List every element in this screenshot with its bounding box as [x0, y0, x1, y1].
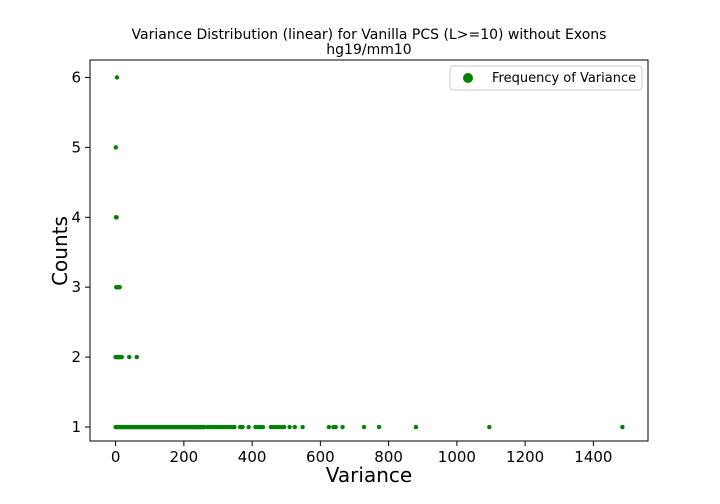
data-point [281, 424, 287, 430]
chart-title: Variance Distribution (linear) for Vanil… [132, 27, 607, 43]
data-points [113, 75, 625, 430]
x-tick-label: 600 [306, 448, 335, 466]
data-point [260, 424, 266, 430]
data-point [117, 285, 122, 290]
plot-area [89, 59, 649, 442]
data-point [292, 424, 297, 430]
y-tick-label: 5 [71, 138, 81, 156]
legend-box [449, 65, 643, 91]
data-point [114, 75, 120, 80]
legend-label: Frequency of Variance [492, 71, 636, 86]
data-point [240, 424, 245, 430]
x-tick-label: 400 [238, 448, 267, 466]
data-point [361, 424, 367, 430]
y-tick-label: 6 [71, 68, 81, 86]
x-tick-label: 800 [374, 448, 403, 466]
data-point [413, 424, 419, 430]
x-tick-label: 200 [170, 448, 199, 466]
data-point [376, 424, 382, 430]
chart-subtitle: hg19/mm10 [326, 42, 411, 58]
data-point [113, 145, 118, 150]
data-point [620, 424, 625, 430]
x-tick-label: 1000 [438, 448, 476, 466]
data-point [119, 354, 124, 360]
data-point [487, 424, 492, 430]
data-point [340, 424, 345, 430]
x-tick-label: 1200 [506, 448, 544, 466]
x-tick-label: 1400 [574, 448, 612, 466]
data-point [202, 424, 207, 430]
y-tick-label: 4 [71, 208, 81, 226]
y-tick-label: 1 [71, 418, 81, 436]
x-axis-label: Variance [326, 463, 412, 487]
y-tick-label: 2 [71, 348, 81, 366]
y-axis: 1 2 3 4 5 6 [71, 68, 90, 436]
data-point [246, 424, 251, 430]
data-point [232, 424, 237, 430]
data-point [326, 424, 332, 430]
data-point [287, 424, 292, 430]
data-point [114, 215, 119, 220]
data-point [333, 424, 338, 430]
legend-marker [463, 73, 473, 83]
x-tick-label: 0 [111, 448, 121, 466]
data-point [127, 354, 132, 360]
y-tick-label: 3 [71, 278, 81, 296]
y-axis-label: Counts [48, 216, 72, 286]
data-point [300, 424, 305, 430]
legend: Frequency of Variance [449, 65, 643, 91]
x-axis: 0 200 400 600 800 1000 1200 1400 [111, 441, 612, 466]
data-point [134, 354, 139, 360]
